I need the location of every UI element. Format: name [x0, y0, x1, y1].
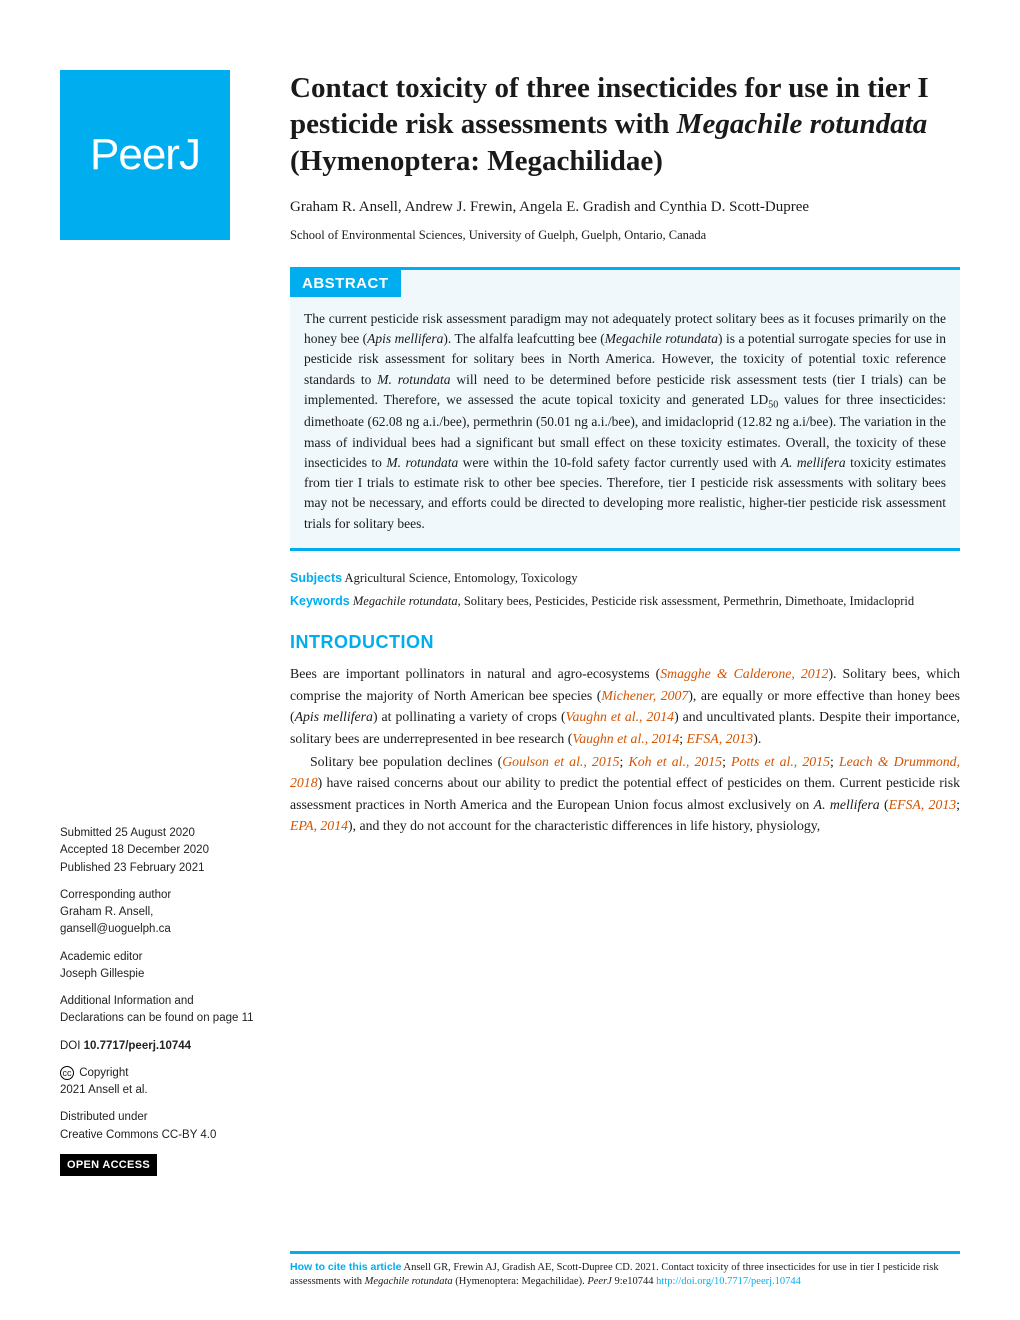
citation-link[interactable]: Michener, 2007 [601, 688, 688, 703]
abstract-body: The current pesticide risk assessment pa… [290, 297, 960, 534]
editor-name: Joseph Gillespie [60, 968, 144, 980]
article-title: Contact toxicity of three insecticides f… [290, 70, 960, 179]
corr-name: Graham R. Ansell, [60, 906, 153, 918]
corr-email: gansell@uoguelph.ca [60, 923, 171, 935]
main-column: Contact toxicity of three insecticides f… [290, 70, 960, 1186]
citation-link[interactable]: EPA, 2014 [290, 818, 348, 833]
citation-footer: How to cite this article Ansell GR, Frew… [290, 1251, 960, 1290]
citation-link[interactable]: Koh et al., 2015 [629, 754, 723, 769]
copyright-value: 2021 Ansell et al. [60, 1084, 148, 1096]
keywords-line: Keywords Megachile rotundata, Solitary b… [290, 592, 960, 611]
published-label: Published [60, 862, 111, 874]
submitted-label: Submitted [60, 827, 112, 839]
affiliation: School of Environmental Sciences, Univer… [290, 228, 960, 243]
submitted-date: 25 August 2020 [112, 827, 195, 839]
keywords-values: , Solitary bees, Pesticides, Pesticide r… [458, 594, 915, 608]
article-metadata-sidebar: Submitted 25 August 2020 Accepted 18 Dec… [60, 825, 260, 1176]
citation-link[interactable]: Smagghe & Calderone, 2012 [660, 666, 828, 681]
abstract-section: ABSTRACT The current pesticide risk asse… [290, 267, 960, 551]
citation-link[interactable]: EFSA, 2013 [687, 731, 754, 746]
citation-link[interactable]: Vaughn et al., 2014 [572, 731, 679, 746]
citation-link[interactable]: Potts et al., 2015 [731, 754, 830, 769]
dist-line2: Creative Commons CC-BY 4.0 [60, 1129, 216, 1141]
left-column: PeerJ Submitted 25 August 2020 Accepted … [60, 70, 260, 1186]
doi-block: DOI 10.7717/peerj.10744 [60, 1038, 260, 1055]
corr-label: Corresponding author [60, 889, 171, 901]
accepted-label: Accepted [60, 844, 108, 856]
introduction-heading: INTRODUCTION [290, 632, 960, 653]
subjects-label: Subjects [290, 571, 342, 585]
keywords-label: Keywords [290, 594, 350, 608]
page: PeerJ Submitted 25 August 2020 Accepted … [60, 70, 960, 1186]
doi-label: DOI [60, 1040, 84, 1052]
citation-link[interactable]: Vaughn et al., 2014 [566, 709, 675, 724]
corresponding-author: Corresponding author Graham R. Ansell, g… [60, 887, 260, 939]
copyright-label: Copyright [76, 1067, 128, 1079]
open-access-badge: OPEN ACCESS [60, 1154, 157, 1177]
doi-url-link[interactable]: http://doi.org/10.7717/peerj.10744 [656, 1276, 801, 1287]
doi-value[interactable]: 10.7717/peerj.10744 [84, 1040, 191, 1052]
citation-link[interactable]: Goulson et al., 2015 [502, 754, 619, 769]
abstract-heading: ABSTRACT [290, 270, 401, 297]
logo-text: PeerJ [90, 130, 200, 180]
cc-icon: cc [60, 1066, 74, 1080]
intro-paragraph-1: Bees are important pollinators in natura… [290, 663, 960, 749]
intro-paragraph-2: Solitary bee population declines (Goulso… [290, 751, 960, 837]
subjects-values: Agricultural Science, Entomology, Toxico… [342, 571, 578, 585]
dist-line1: Distributed under [60, 1111, 148, 1123]
published-date: 23 February 2021 [111, 862, 205, 874]
cite-label: How to cite this article [290, 1261, 401, 1273]
accepted-date: 18 December 2020 [108, 844, 209, 856]
subjects-line: Subjects Agricultural Science, Entomolog… [290, 569, 960, 588]
submission-dates: Submitted 25 August 2020 Accepted 18 Dec… [60, 825, 260, 877]
distribution-block: Distributed under Creative Commons CC-BY… [60, 1109, 260, 1144]
citation-link[interactable]: EFSA, 2013 [889, 797, 957, 812]
academic-editor: Academic editor Joseph Gillespie [60, 949, 260, 984]
journal-logo: PeerJ [60, 70, 230, 240]
author-list: Graham R. Ansell, Andrew J. Frewin, Ange… [290, 197, 960, 218]
editor-label: Academic editor [60, 951, 142, 963]
additional-info: Additional Information and Declarations … [60, 993, 260, 1028]
copyright-block: cc Copyright 2021 Ansell et al. [60, 1065, 260, 1100]
